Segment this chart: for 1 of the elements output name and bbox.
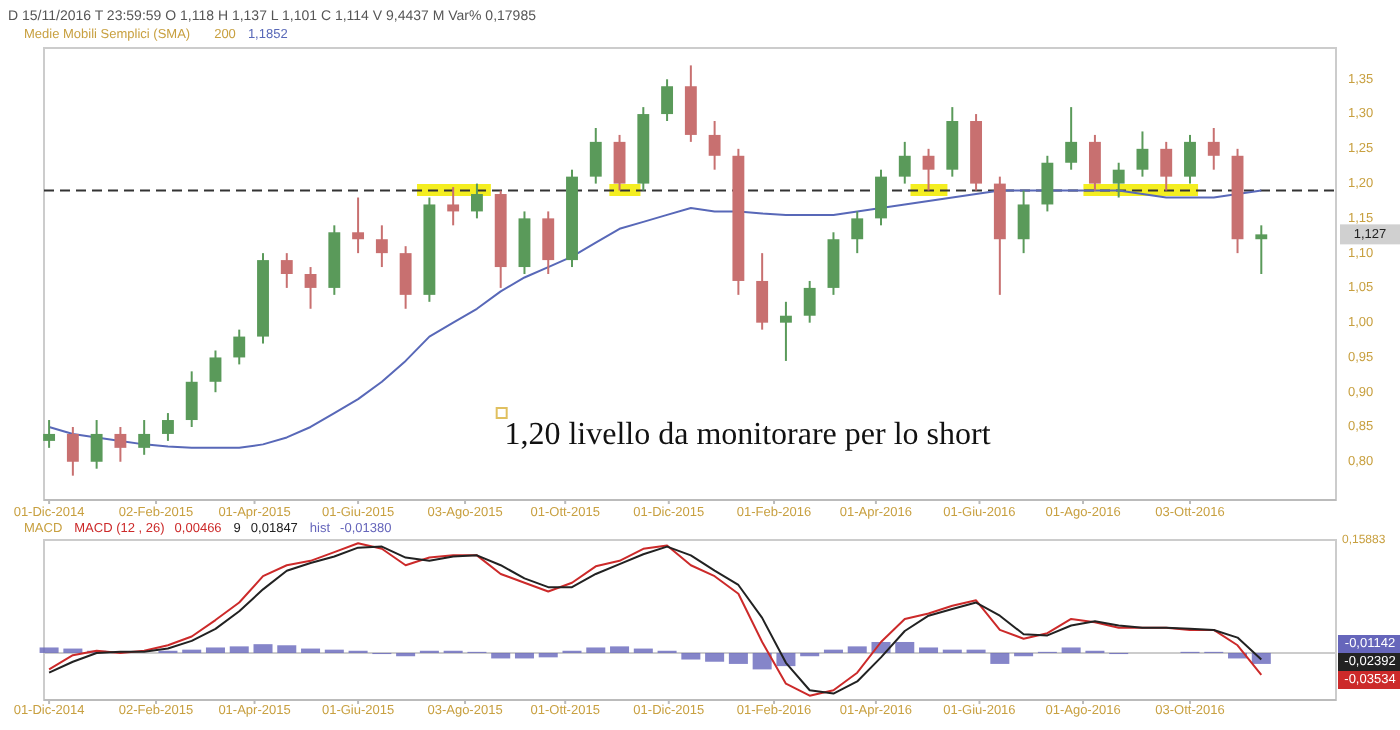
annotation: 1,20 livello da monitorare per lo short: [504, 418, 992, 452]
